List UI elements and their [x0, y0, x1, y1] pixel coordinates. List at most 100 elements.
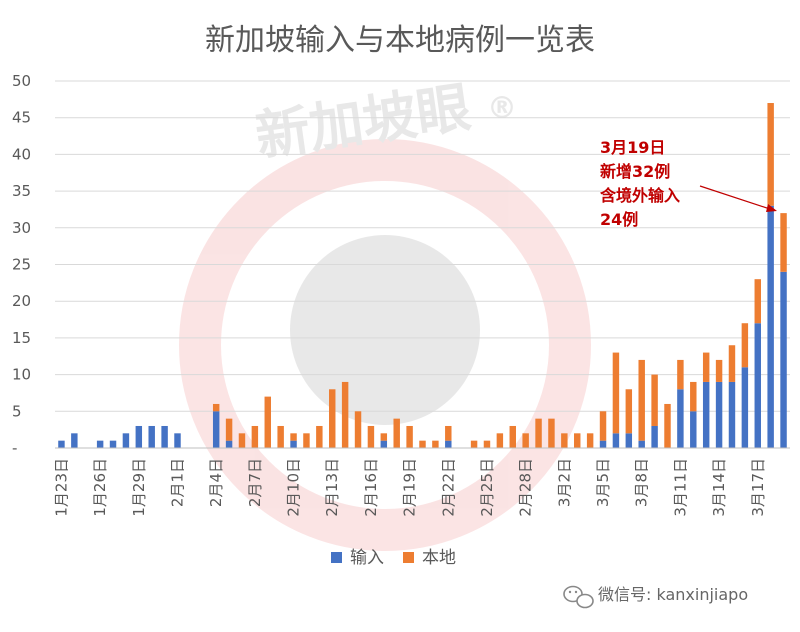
bar-local — [419, 440, 426, 448]
bar-local — [625, 389, 633, 434]
y-axis: - 5 10 15 20 25 30 35 40 45 50 — [12, 72, 31, 457]
y-tick-label: - — [12, 439, 17, 457]
y-tick-label: 25 — [12, 256, 31, 274]
y-tick-label: 40 — [12, 145, 31, 163]
bar-import — [58, 440, 65, 448]
bar-import — [212, 411, 220, 448]
bar-local — [677, 359, 684, 390]
bar-import — [290, 440, 297, 448]
chart-title: 新加坡输入与本地病例一览表 — [205, 23, 595, 58]
bar-import — [625, 433, 633, 448]
bar-local — [316, 425, 323, 448]
x-tick-label: 2月7日 — [246, 458, 264, 507]
bar-import — [161, 425, 168, 448]
watermark-ring — [179, 139, 591, 551]
x-tick-label: 3月5日 — [594, 458, 612, 507]
bar-local — [393, 418, 400, 448]
bar-local — [741, 323, 749, 368]
y-tick-label: 50 — [12, 72, 31, 90]
bar-import — [780, 271, 787, 448]
bar-import — [767, 205, 774, 448]
x-tick-label: 2月13日 — [323, 458, 341, 517]
legend-swatch-local — [403, 552, 414, 563]
y-tick-label: 15 — [12, 329, 31, 347]
x-tick-label: 2月4日 — [207, 458, 225, 507]
bars — [58, 103, 787, 448]
wechat-icon — [563, 585, 594, 609]
bar-import — [225, 440, 233, 448]
y-tick-label: 10 — [12, 366, 31, 384]
bar-local — [303, 433, 310, 448]
y-tick-label: 5 — [12, 402, 22, 420]
x-tick-label: 1月26日 — [91, 458, 109, 517]
x-tick-label: 3月2日 — [555, 458, 573, 507]
watermark-center — [290, 235, 480, 425]
y-tick-label: 35 — [12, 182, 31, 200]
bar-local — [212, 403, 220, 412]
x-tick-label: 2月10日 — [285, 458, 303, 517]
annotation-arrowhead — [766, 204, 777, 212]
x-tick-label: 3月11日 — [671, 458, 689, 517]
y-tick-label: 30 — [12, 219, 31, 237]
bar-local — [586, 433, 594, 448]
bar-import — [122, 433, 130, 448]
footer-text: 微信号: kanxinjiapo — [598, 585, 748, 604]
bar-local — [341, 381, 349, 448]
bar-local — [380, 433, 388, 441]
bar-import — [96, 440, 104, 448]
y-tick-label: 20 — [12, 292, 31, 310]
bar-local — [238, 433, 246, 448]
bar-local — [690, 381, 697, 412]
bar-import — [71, 433, 78, 448]
bar-local — [509, 425, 516, 448]
annotation-line-3: 含境外输入 — [600, 186, 680, 205]
x-tick-label: 1月29日 — [130, 458, 148, 517]
annotation: 3月19日 新增32例 含境外输入 24例 — [600, 138, 777, 229]
legend-swatch-import — [331, 552, 342, 563]
x-tick-label: 1月23日 — [52, 458, 70, 517]
bar-local — [702, 352, 710, 382]
bar-local — [251, 425, 259, 448]
bar-import — [638, 440, 645, 448]
bar-import — [690, 411, 697, 448]
bar-local — [290, 433, 297, 441]
bar-local — [612, 352, 620, 434]
bar-import — [109, 440, 117, 448]
bar-import — [715, 381, 723, 448]
bar-local — [496, 433, 504, 448]
bar-local — [406, 425, 413, 448]
bar-local — [651, 374, 658, 426]
bar-local — [767, 103, 774, 206]
bar-local — [483, 440, 491, 448]
legend: 输入 本地 — [331, 548, 456, 568]
bar-local — [264, 396, 271, 448]
legend-label-import: 输入 — [350, 548, 384, 568]
bar-import — [612, 433, 620, 448]
bar-local — [780, 213, 787, 272]
bar-local — [548, 418, 555, 448]
legend-label-local: 本地 — [422, 548, 456, 568]
annotation-arrow — [699, 185, 774, 211]
bar-local — [445, 425, 452, 441]
bar-import — [148, 425, 155, 448]
x-tick-label: 2月19日 — [401, 458, 419, 517]
bar-import — [380, 440, 388, 448]
bar-import — [651, 425, 658, 448]
bar-local — [574, 433, 581, 448]
x-tick-label: 2月28日 — [517, 458, 535, 517]
footer: 微信号: kanxinjiapo — [563, 585, 748, 609]
bar-local — [535, 418, 542, 448]
bar-local — [470, 440, 478, 448]
bar-import — [702, 381, 710, 448]
bar-import — [174, 433, 181, 448]
bar-local — [225, 418, 233, 441]
bar-local — [522, 433, 529, 448]
x-tick-label: 3月8日 — [633, 458, 651, 507]
annotation-line-4: 24例 — [600, 210, 638, 229]
bar-local — [664, 403, 671, 448]
bar-local — [277, 425, 284, 448]
watermark: 新加坡眼 ® — [179, 76, 591, 551]
x-tick-label: 2月22日 — [439, 458, 457, 517]
